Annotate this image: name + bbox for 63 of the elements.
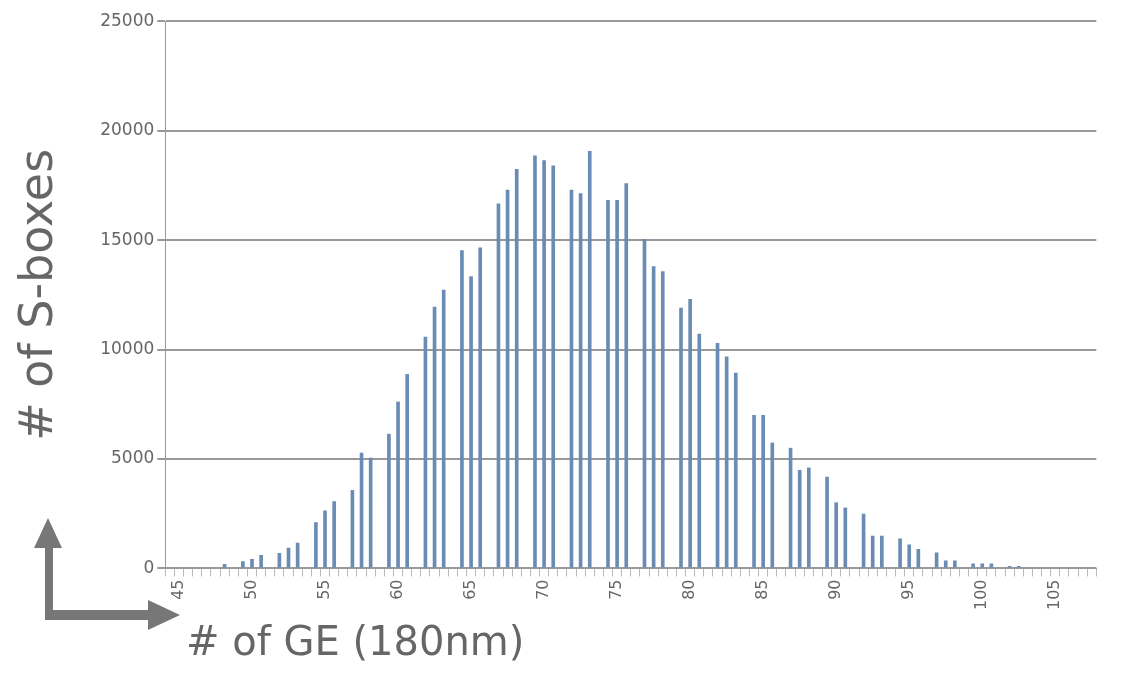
- bar: [697, 333, 702, 568]
- bar: [405, 374, 409, 568]
- x-tick-label: 85: [752, 579, 772, 600]
- x-tick-label: 65: [460, 579, 480, 600]
- y-tick-label: 25000: [100, 9, 155, 30]
- bar: [907, 544, 912, 568]
- x-tick-label: 75: [606, 579, 626, 600]
- bar: [688, 298, 692, 568]
- x-tick-label: 80: [679, 579, 699, 600]
- x-tick-label: 60: [387, 579, 407, 600]
- bar: [478, 247, 483, 568]
- bar: [514, 168, 519, 568]
- bar: [606, 200, 610, 568]
- bar: [441, 289, 446, 568]
- bar: [761, 415, 765, 568]
- bar: [880, 535, 884, 568]
- bar: [679, 307, 683, 568]
- y-tick-label: 10000: [100, 337, 155, 358]
- x-tick-label: 90: [825, 579, 845, 600]
- bar: [241, 561, 245, 568]
- x-tick-label: 45: [168, 579, 188, 600]
- bar: [387, 433, 391, 568]
- bar: [971, 563, 975, 568]
- bar: [250, 559, 254, 568]
- bar: [898, 538, 902, 568]
- bar: [259, 554, 263, 568]
- bar: [943, 560, 948, 568]
- x-tick-label: 100: [971, 579, 991, 611]
- bar: [533, 155, 537, 568]
- bar: [797, 469, 802, 568]
- bar: [624, 183, 629, 568]
- bar: [587, 151, 592, 568]
- bar: [843, 507, 848, 568]
- bar: [733, 372, 738, 568]
- x-tick-label: 95: [898, 579, 918, 600]
- bar: [332, 501, 336, 568]
- bar: [323, 510, 327, 568]
- x-axis-title: # of GE (180nm): [186, 618, 525, 664]
- bar: [752, 415, 756, 568]
- bar: [551, 165, 556, 568]
- bar: [953, 560, 957, 568]
- bar: [770, 442, 775, 568]
- bar: [469, 276, 473, 568]
- x-tick-label: 50: [241, 579, 261, 600]
- x-tick-label: 70: [533, 579, 553, 600]
- y-axis-title: # of S-boxes: [8, 148, 63, 441]
- bar: [825, 476, 829, 568]
- y-tick-label: 15000: [100, 228, 155, 249]
- y-tick-label: 0: [143, 556, 155, 577]
- bar: [396, 401, 400, 568]
- bar: [980, 563, 985, 568]
- bar: [615, 200, 619, 568]
- bar: [834, 502, 839, 568]
- bar: [870, 535, 875, 568]
- y-tick-label: 20000: [100, 119, 155, 140]
- y-tick-label: 5000: [111, 447, 155, 468]
- bar: [314, 522, 318, 568]
- bar: [460, 250, 464, 568]
- bar: [660, 271, 665, 568]
- x-tick-label: 55: [314, 579, 334, 600]
- x-tick-label: 105: [1044, 579, 1064, 611]
- bar: [806, 467, 811, 568]
- bar: [542, 160, 546, 568]
